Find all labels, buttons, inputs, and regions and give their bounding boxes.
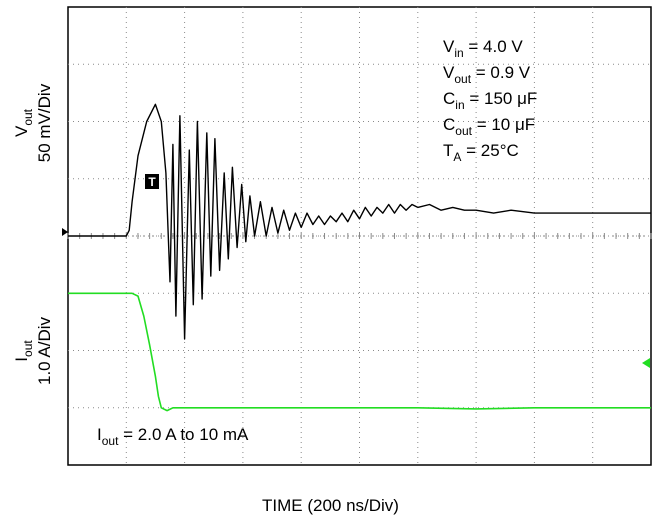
- svg-text:Iout: Iout: [12, 340, 35, 362]
- traces: [68, 103, 651, 412]
- condition-line: TA = 25°C: [443, 141, 519, 164]
- condition-line: Vout = 0.9 V: [443, 63, 531, 86]
- test-conditions: Vin = 4.0 V Vout = 0.9 V Cin = 150 μF Cout …: [443, 37, 537, 164]
- vout-scale-label: 50 mV/Div: [35, 83, 54, 162]
- iout-trace: [68, 292, 651, 412]
- iout-axis-label: Iout 1.0 A/Div: [12, 316, 54, 385]
- iout-label-sub: out: [21, 340, 35, 357]
- condition-line: Cout = 10 μF: [443, 115, 535, 138]
- iout-scale-label: 1.0 A/Div: [35, 316, 54, 385]
- iout-label-main: I: [12, 357, 31, 362]
- ground-arrow-left: [62, 228, 68, 236]
- svg-text:Vout: Vout: [12, 108, 35, 137]
- vout-axis-label: Vout 50 mV/Div: [12, 83, 54, 162]
- current-step-annotation: Iout = 2.0 A to 10 mA: [97, 425, 249, 448]
- vout-trace: [68, 103, 651, 340]
- condition-line: Cin = 150 μF: [443, 89, 537, 112]
- iout-annotation: Iout = 2.0 A to 10 mA: [97, 425, 249, 448]
- condition-line: Vin = 4.0 V: [443, 37, 523, 60]
- trigger-marker-box: [145, 174, 159, 189]
- vout-label-main: V: [12, 125, 31, 137]
- x-axis-label: TIME (200 ns/Div): [262, 496, 399, 515]
- vout-label-sub: out: [21, 108, 35, 125]
- trigger-marker: T: [148, 175, 156, 189]
- current-marker-right: [642, 358, 650, 368]
